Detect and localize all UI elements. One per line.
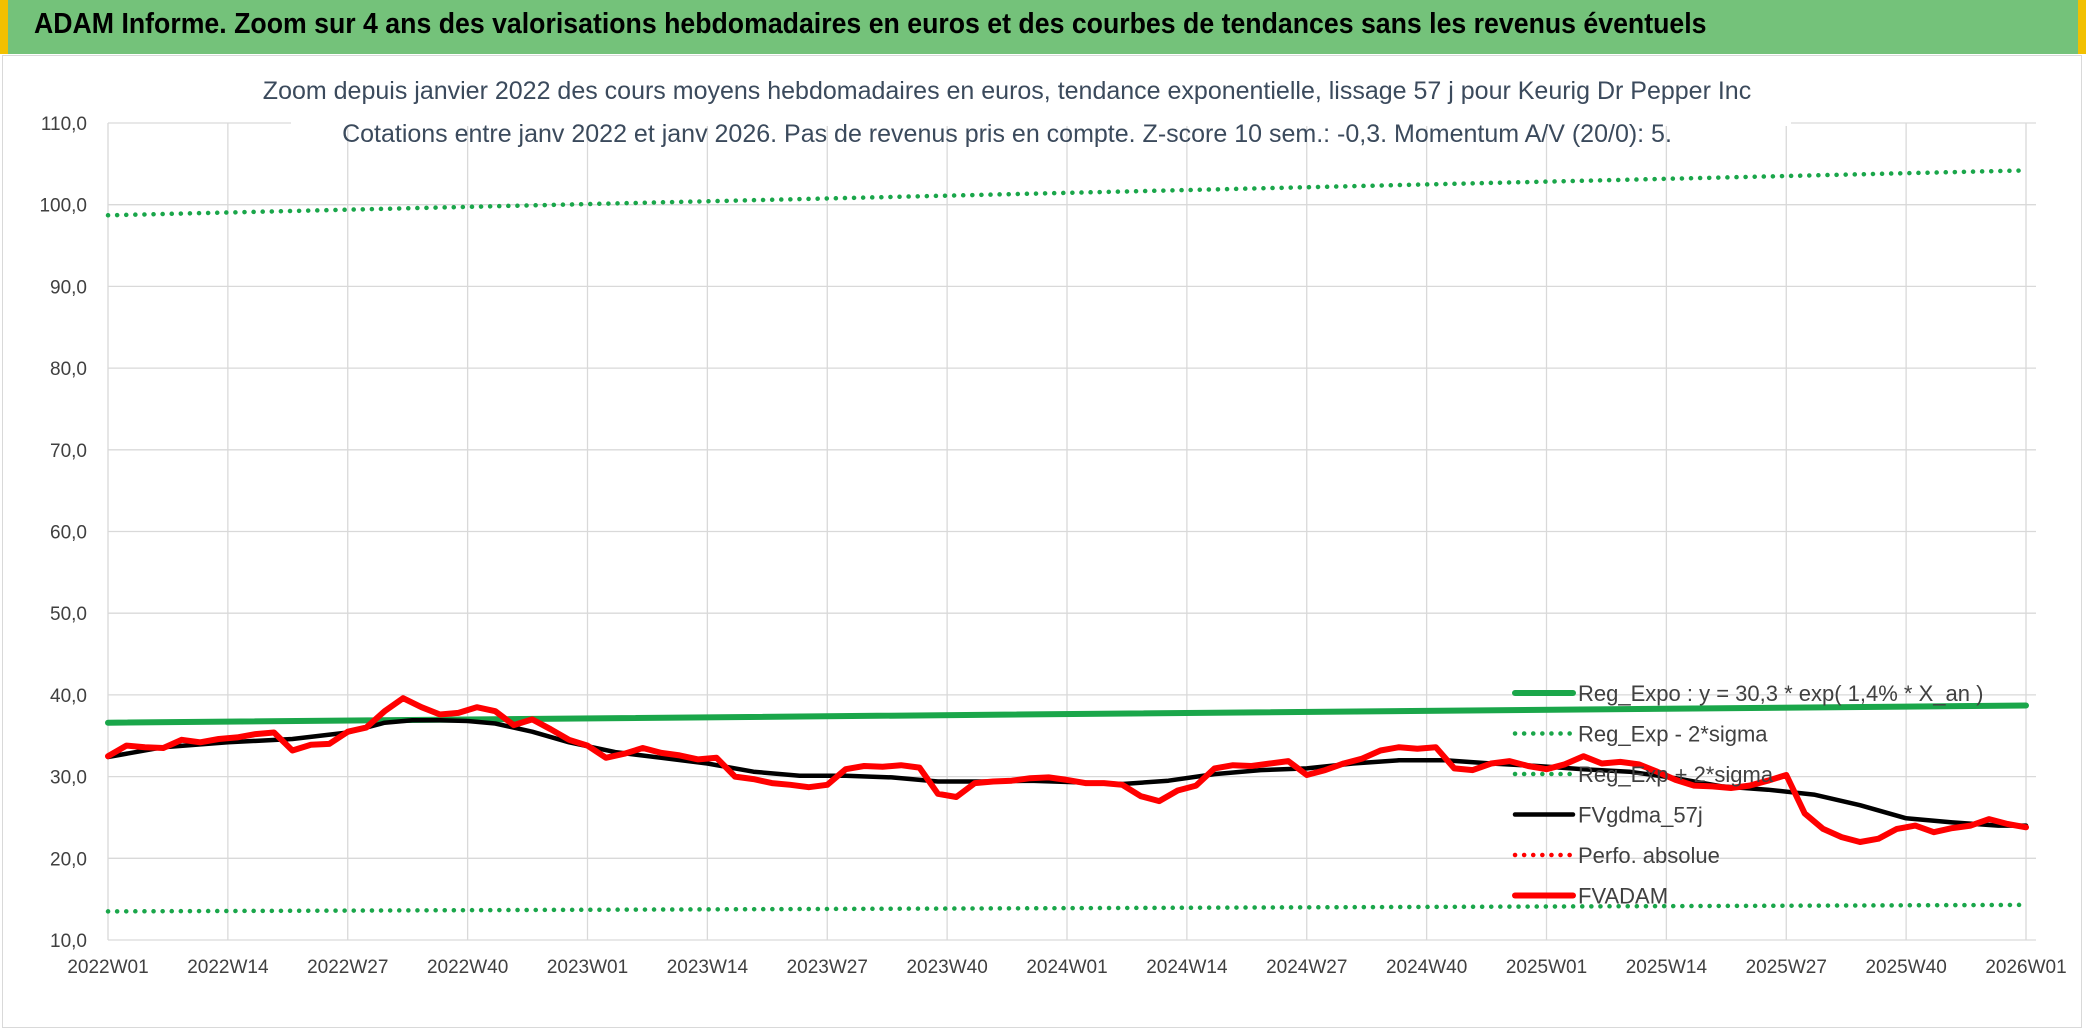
chart-subtitle: Cotations entre janv 2022 et janv 2026. … (342, 120, 1672, 148)
legend-label: FVgdma_57j (1578, 803, 1703, 828)
y-tick-label: 40,0 (50, 686, 87, 707)
x-tick-label: 2023W14 (667, 957, 749, 978)
y-tick-label: 80,0 (50, 359, 87, 380)
x-tick-label: 2022W14 (187, 957, 269, 978)
x-tick-label: 2025W40 (1865, 957, 1946, 978)
x-tick-label: 2024W40 (1386, 957, 1467, 978)
chart-title: Zoom depuis janvier 2022 des cours moyen… (263, 77, 1751, 105)
x-axis-ticks: 2022W01 2022W14 2022W27 2022W40 2023W01 2023W… (67, 957, 2066, 978)
x-tick-label: 2024W14 (1146, 957, 1228, 978)
x-tick-label: 2025W14 (1626, 957, 1708, 978)
series-line (105, 168, 2029, 218)
series-lines (105, 168, 2029, 914)
x-tick-label: 2022W01 (67, 957, 148, 978)
y-tick-label: 20,0 (50, 849, 87, 870)
x-tick-label: 2024W01 (1026, 957, 1107, 978)
y-tick-label: 60,0 (50, 523, 87, 544)
y-tick-label: 50,0 (50, 604, 87, 625)
x-tick-label: 2023W01 (547, 957, 628, 978)
report-banner: ADAM Informe. Zoom sur 4 ans des valoris… (0, 0, 2086, 54)
x-tick-label: 2026W01 (1985, 957, 2066, 978)
x-tick-label: 2025W27 (1746, 957, 1827, 978)
legend-label: FVADAM (1578, 884, 1668, 909)
y-tick-label: 100,0 (39, 196, 87, 217)
legend-label: Reg_Expo : y = 30,3 * exp( 1,4% * X_an ) (1578, 681, 1983, 706)
title-background (291, 58, 1791, 126)
x-tick-label: 2023W40 (906, 957, 987, 978)
gridlines (107, 122, 2036, 941)
x-tick-label: 2024W27 (1266, 957, 1347, 978)
x-tick-label: 2022W27 (307, 957, 388, 978)
x-tick-label: 2023W27 (787, 957, 868, 978)
chart-frame: Zoom depuis janvier 2022 des cours moyen… (2, 55, 2082, 1028)
line-chart: Zoom depuis janvier 2022 des cours moyen… (39, 58, 2067, 978)
x-tick-label: 2025W01 (1506, 957, 1587, 978)
report-title: ADAM Informe. Zoom sur 4 ans des valoris… (34, 8, 1707, 40)
y-tick-label: 90,0 (50, 277, 87, 298)
y-tick-label: 70,0 (50, 441, 87, 462)
y-axis-ticks: 10,0 20,0 30,0 40,0 50,0 60,0 70,0 80,0 90,0 100,… (39, 114, 87, 952)
series-line (105, 902, 2029, 914)
legend-label: Reg_Exp + 2*sigma (1578, 762, 1774, 787)
y-tick-label: 110,0 (41, 114, 87, 135)
x-tick-label: 2022W40 (427, 957, 508, 978)
y-tick-label: 10,0 (50, 931, 87, 952)
legend-label: Reg_Exp - 2*sigma (1578, 722, 1768, 747)
y-tick-label: 30,0 (50, 768, 87, 789)
legend: Reg_Expo : y = 30,3 * exp( 1,4% * X_an )… (1512, 681, 1983, 909)
series-line (105, 695, 2029, 845)
legend-label: Perfo. absolue (1578, 843, 1720, 868)
